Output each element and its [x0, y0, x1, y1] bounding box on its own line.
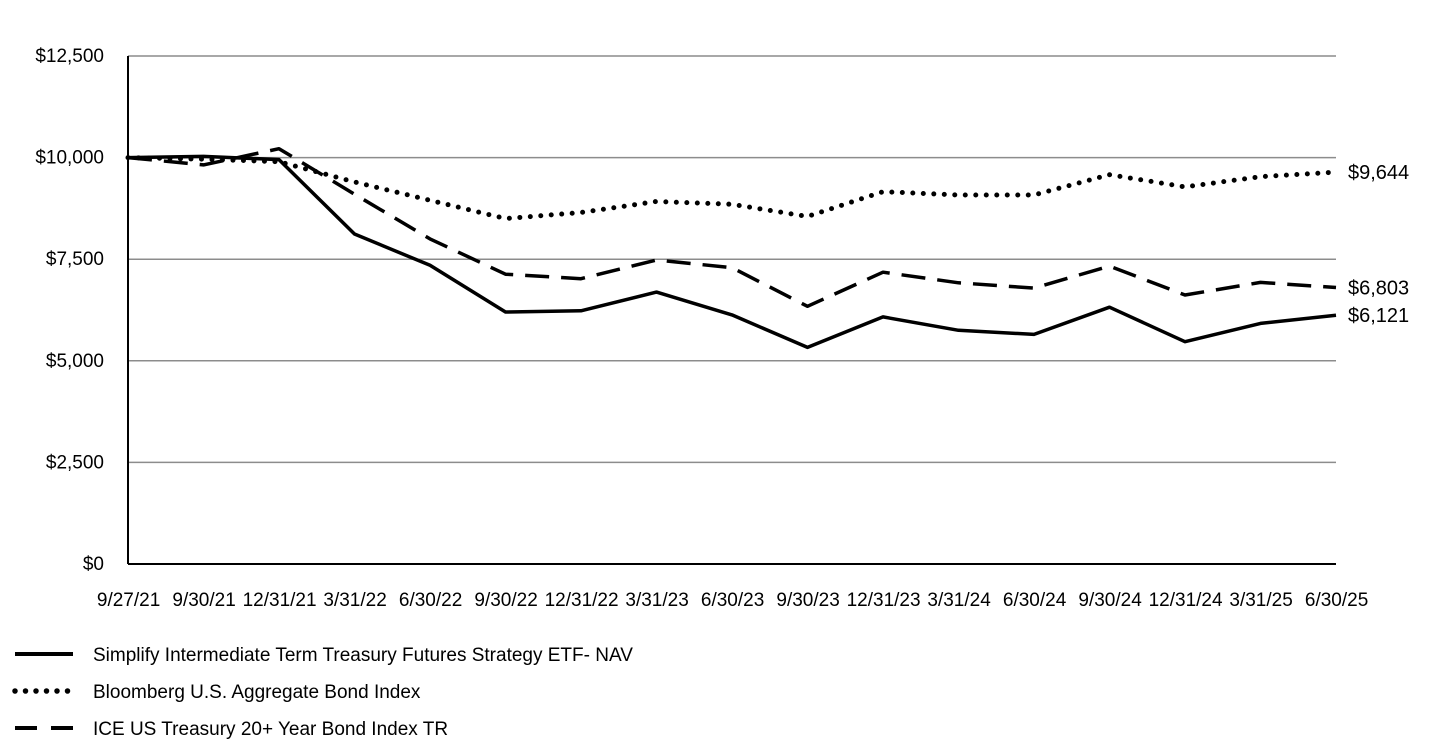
data-point [655, 290, 659, 294]
data-point [428, 237, 432, 241]
data-point [957, 193, 961, 197]
gridlines [128, 55, 1336, 464]
series-line-solid [127, 154, 1337, 350]
data-point [1108, 173, 1112, 177]
data-point [1183, 340, 1187, 344]
axes [127, 56, 1336, 565]
series-lines [125, 146, 1339, 350]
x-tick-label: 6/30/25 [1305, 590, 1368, 611]
data-point [957, 328, 961, 332]
x-tick-label: 9/30/23 [776, 590, 839, 611]
data-point [428, 198, 432, 202]
x-tick-label: 12/31/23 [847, 590, 921, 611]
data-point [806, 215, 810, 219]
data-point [1183, 293, 1187, 297]
y-tick-label: $12,500 [35, 46, 104, 67]
x-tick-label: 6/30/22 [399, 590, 462, 611]
data-point [881, 270, 885, 274]
data-point [1334, 313, 1338, 317]
data-point [126, 156, 130, 160]
data-point [1108, 305, 1112, 309]
data-point [1259, 175, 1263, 179]
end-labels: $6,121 $9,644 $6,803 [1348, 162, 1409, 327]
x-tick-label: 12/31/21 [243, 590, 317, 611]
data-point [504, 272, 508, 276]
data-point [1108, 264, 1112, 268]
y-tick-label: $10,000 [35, 148, 104, 169]
data-point [1183, 185, 1187, 189]
data-point [730, 313, 734, 317]
data-point [1334, 286, 1338, 290]
series-end-label: $6,121 [1348, 305, 1409, 327]
y-tick-label: $7,500 [46, 249, 104, 270]
data-point [730, 266, 734, 270]
legend-label: ICE US Treasury 20+ Year Bond Index TR [93, 719, 448, 740]
x-tick-label: 6/30/24 [1003, 590, 1067, 611]
data-point [504, 217, 508, 221]
data-point [428, 263, 432, 267]
data-point [1032, 332, 1036, 336]
series-line-dashed [127, 146, 1337, 309]
legend: Simplify Intermediate Term Treasury Futu… [12, 645, 633, 740]
x-tick-label: 3/31/24 [927, 590, 991, 611]
y-tick-label: $2,500 [46, 452, 104, 473]
x-axis-ticks: 9/27/21 9/30/21 12/31/21 3/31/22 6/30/22 9/30… [97, 590, 1368, 611]
data-point [881, 315, 885, 319]
data-point [579, 309, 583, 313]
x-tick-label: 3/31/22 [323, 590, 386, 611]
x-tick-label: 3/31/23 [625, 590, 688, 611]
data-point [655, 258, 659, 262]
x-tick-label: 9/30/22 [474, 590, 537, 611]
data-point [655, 199, 659, 203]
data-point [277, 160, 281, 164]
data-point [881, 190, 885, 194]
data-point [353, 192, 357, 196]
x-tick-label: 6/30/23 [701, 590, 764, 611]
x-tick-label: 9/30/21 [172, 590, 235, 611]
x-tick-label: 12/31/22 [545, 590, 619, 611]
data-point [579, 277, 583, 281]
data-point [353, 232, 357, 236]
y-axis-ticks: $0 $2,500 $5,000 $7,500 $10,000 $12,500 [35, 46, 104, 575]
x-tick-label: 9/27/21 [97, 590, 160, 611]
x-tick-label: 3/31/25 [1229, 590, 1292, 611]
data-point [730, 202, 734, 206]
series-end-label: $9,644 [1348, 162, 1409, 184]
data-point [202, 157, 206, 161]
data-point [202, 163, 206, 167]
data-point [1259, 280, 1263, 284]
data-point [353, 180, 357, 184]
data-point [1032, 286, 1036, 290]
data-point [1259, 321, 1263, 325]
x-tick-label: 12/31/24 [1149, 590, 1223, 611]
y-tick-label: $0 [83, 554, 104, 575]
legend-label: Bloomberg U.S. Aggregate Bond Index [93, 682, 421, 703]
data-point [957, 281, 961, 285]
data-point [1334, 170, 1338, 174]
data-point [277, 147, 281, 151]
data-point [1032, 193, 1036, 197]
y-tick-label: $5,000 [46, 351, 104, 372]
x-tick-label: 9/30/24 [1078, 590, 1142, 611]
data-point [806, 345, 810, 349]
data-point [504, 310, 508, 314]
data-point [579, 210, 583, 214]
series-end-label: $6,803 [1348, 278, 1409, 300]
legend-label: Simplify Intermediate Term Treasury Futu… [93, 645, 633, 666]
data-point [806, 304, 810, 308]
